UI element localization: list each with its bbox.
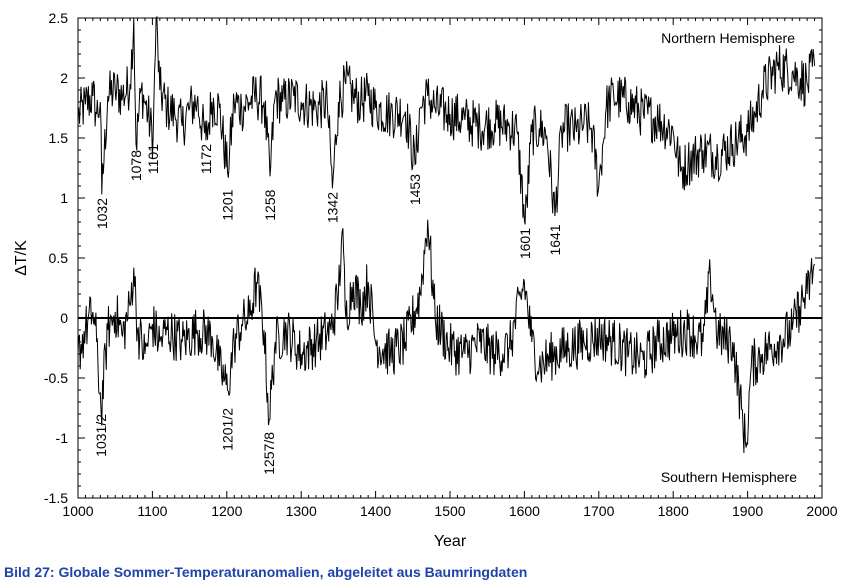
x-tick-label: 2000 [806,503,837,519]
y-tick-label: -1.5 [44,490,68,506]
annotation-label: 1101 [145,144,161,174]
annotation-label: 1078 [128,150,144,181]
y-tick-label: -1 [56,430,69,446]
data-series [77,15,816,454]
x-tick-label: 1000 [62,503,93,519]
x-tick-label: 1400 [360,503,391,519]
annotation-label: 1172 [198,144,214,174]
y-tick-label: -0.5 [44,370,68,386]
x-tick-label: 1600 [509,503,540,519]
y-tick-label: 1 [60,190,68,206]
annotation-label: 1342 [324,192,340,223]
x-axis-title: Year [434,533,467,550]
annotation-label: 1601 [517,228,533,259]
y-tick-label: 1.5 [49,130,69,146]
x-tick-label: 1700 [583,503,614,519]
series-label-northern: Northern Hemisphere [661,30,795,46]
plot-border [77,17,823,499]
annotation-label: 1032 [94,198,110,229]
series-label-southern: Southern Hemisphere [661,469,797,485]
y-tick-label: 2 [60,70,68,86]
annotations: 1032 1078 1101 1172 1201 1258 1342 1453 1601 1641… [93,144,563,475]
x-tick-label: 1900 [732,503,763,519]
x-tick-label: 1200 [211,503,242,519]
annotation-label: 1257/8 [261,432,277,475]
x-tick-label: 1800 [658,503,689,519]
y-tick-label: 0 [60,310,68,326]
y-axis-title: ΔT/K [13,240,30,276]
annotation-label: 1453 [407,174,423,205]
annotation-label: 1201 [220,189,236,220]
axis-ticks: 1000 1100 1200 1300 1400 1500 1600 1700 1800 1900… [44,10,838,519]
y-tick-label: 2.5 [49,10,69,26]
figure-caption: Bild 27: Globale Sommer-Temperaturanomal… [4,564,528,580]
series-line-northern [77,15,816,225]
annotation-label: 1201/2 [220,408,236,451]
x-tick-label: 1300 [286,503,317,519]
x-tick-label: 1500 [434,503,465,519]
x-tick-label: 1100 [137,503,167,519]
series-line-southern [77,219,816,454]
plot-frame [77,17,823,499]
annotation-label: 1258 [262,189,278,220]
y-tick-label: 0.5 [49,250,69,266]
annotation-label: 1641 [547,224,563,255]
annotation-label: 1031/2 [93,414,109,457]
